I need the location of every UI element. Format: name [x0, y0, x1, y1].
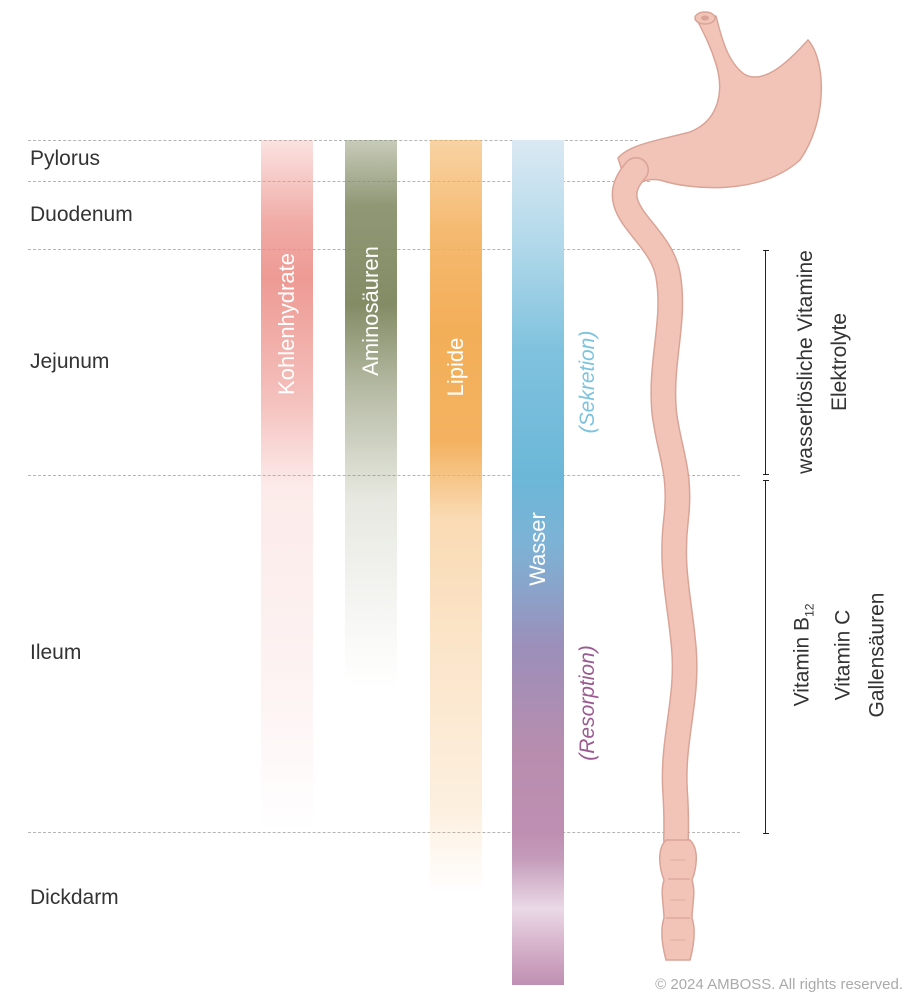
band-kohlenhydrate [261, 140, 313, 832]
side-label-bile-acids: Gallensäuren [865, 592, 889, 718]
side-label-upper: wasserlösliche Vitamine Elektrolyte [789, 250, 857, 474]
copyright-notice: © 2024 AMBOSS. All rights reserved. [655, 976, 903, 993]
stomach-shape [617, 11, 822, 199]
segment-label-dickdarm: Dickdarm [30, 886, 119, 909]
band-lipide [430, 140, 482, 895]
side-label-electrolytes: Elektrolyte [828, 312, 851, 412]
large-intestine-shape [659, 839, 697, 961]
bracket-upper [763, 250, 769, 475]
bracket-lower [763, 480, 769, 834]
side-label-lower: Vitamin B12 Vitamin C Gallensäuren [785, 593, 894, 718]
band-wasser [512, 140, 564, 985]
side-label-vitamin-b-text: Vitamin B [790, 616, 814, 707]
side-label-vitamin-c: Vitamin C [831, 609, 855, 701]
segment-label-jejunum: Jejunum [30, 350, 110, 373]
segment-label-duodenum: Duodenum [30, 203, 133, 226]
side-label-water-soluble-vitamins: wasserlösliche Vitamine [794, 250, 817, 474]
band-aminosaeuren [345, 140, 397, 690]
boundary-line-pylorus-duodenum [28, 181, 650, 182]
boundary-line-pylorus-top [28, 140, 638, 141]
segment-label-pylorus: Pylorus [30, 147, 101, 170]
side-label-vitamin-b12: Vitamin B12 [785, 593, 826, 718]
segment-label-ileum: Ileum [30, 641, 82, 664]
boundary-line-ileum-dickdarm [28, 832, 740, 833]
side-label-vitamin-b-subscript: 12 [802, 603, 817, 617]
